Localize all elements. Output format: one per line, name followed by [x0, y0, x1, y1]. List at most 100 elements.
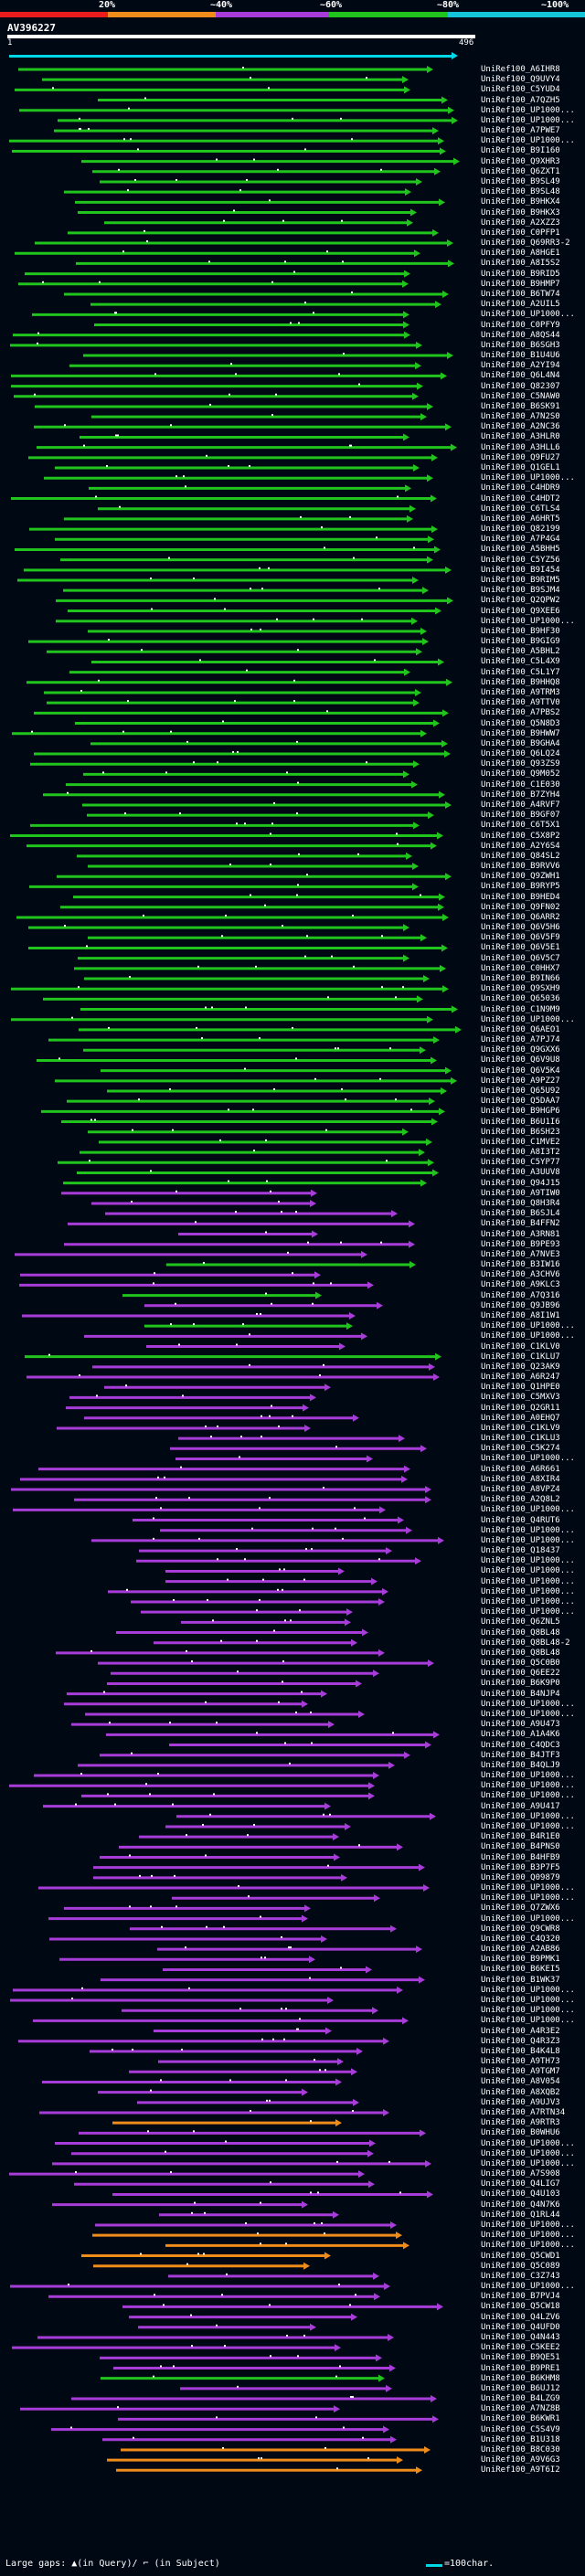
hit-label[interactable]: UniRef100_Q4LZV6: [481, 2312, 560, 2322]
hit-label[interactable]: UniRef100_C1N9M9: [481, 1004, 560, 1014]
hit-label[interactable]: UniRef100_B1U4U6: [481, 351, 560, 361]
hit-label[interactable]: UniRef100_B9GF07: [481, 811, 560, 821]
hit-label[interactable]: UniRef100_A6R247: [481, 1373, 560, 1383]
hit-label[interactable]: UniRef100_A7Q316: [481, 1290, 560, 1300]
hit-label[interactable]: UniRef100_A9TRM3: [481, 687, 560, 697]
hit-label[interactable]: UniRef100_C6T5X1: [481, 821, 560, 831]
hit-label[interactable]: UniRef100_UP1000...: [481, 1576, 575, 1586]
hit-label[interactable]: UniRef100_B9HF30: [481, 626, 560, 636]
hit-label[interactable]: UniRef100_C5NAW0: [481, 391, 560, 401]
hit-label[interactable]: UniRef100_B9HGP6: [481, 1107, 560, 1117]
hit-label[interactable]: UniRef100_A7PJ74: [481, 1035, 560, 1045]
hit-label[interactable]: UniRef100_Q9GXX6: [481, 1045, 560, 1055]
hit-label[interactable]: UniRef100_B9HKX3: [481, 207, 560, 217]
hit-label[interactable]: UniRef100_B6KHM8: [481, 2373, 560, 2383]
hit-label[interactable]: UniRef100_UP1000...: [481, 1811, 575, 1821]
hit-label[interactable]: UniRef100_B9I160: [481, 146, 560, 156]
hit-label[interactable]: UniRef100_UP1000...: [481, 2016, 575, 2026]
hit-label[interactable]: UniRef100_UP1000...: [481, 1985, 575, 1995]
hit-label[interactable]: UniRef100_C5YZ56: [481, 555, 560, 565]
hit-label[interactable]: UniRef100_B6SH23: [481, 1127, 560, 1137]
hit-label[interactable]: UniRef100_A7P4G4: [481, 535, 560, 545]
hit-label[interactable]: UniRef100_B9RIM5: [481, 576, 560, 585]
hit-label[interactable]: UniRef100_A9U417: [481, 1801, 560, 1811]
hit-label[interactable]: UniRef100_B0WHU6: [481, 2128, 560, 2138]
hit-label[interactable]: UniRef100_C1KLU3: [481, 1434, 560, 1444]
hit-label[interactable]: UniRef100_Q8BL48-2: [481, 1638, 570, 1648]
hit-label[interactable]: UniRef100_Q4RUT6: [481, 1515, 560, 1525]
hit-label[interactable]: UniRef100_C1KLU7: [481, 1352, 560, 1362]
hit-label[interactable]: UniRef100_UP1000...: [481, 1771, 575, 1781]
hit-label[interactable]: UniRef100_C4QDC3: [481, 1740, 560, 1750]
hit-label[interactable]: UniRef100_A9T6I2: [481, 2465, 560, 2475]
hit-label[interactable]: UniRef100_A7PWE7: [481, 126, 560, 136]
hit-label[interactable]: UniRef100_Q4N7K6: [481, 2200, 560, 2210]
hit-label[interactable]: UniRef100_UP1000...: [481, 616, 575, 626]
hit-label[interactable]: UniRef100_C3Z743: [481, 2271, 560, 2281]
hit-label[interactable]: UniRef100_A7N2S0: [481, 412, 560, 422]
hit-label[interactable]: UniRef100_B9RID5: [481, 269, 560, 279]
hit-label[interactable]: UniRef100_UP1000...: [481, 2148, 575, 2158]
hit-label[interactable]: UniRef100_UP1000...: [481, 1821, 575, 1831]
hit-label[interactable]: UniRef100_UP1000...: [481, 1781, 575, 1791]
hit-label[interactable]: UniRef100_Q5N8D3: [481, 718, 560, 728]
hit-label[interactable]: UniRef100_UP1000...: [481, 1331, 575, 1341]
hit-label[interactable]: UniRef100_Q2QPW2: [481, 596, 560, 606]
hit-label[interactable]: UniRef100_UP1000...: [481, 1709, 575, 1719]
hit-label[interactable]: UniRef100_C1KLV9: [481, 1423, 560, 1433]
hit-label[interactable]: UniRef100_UP1000...: [481, 2241, 575, 2251]
hit-label[interactable]: UniRef100_C5X8P2: [481, 831, 560, 841]
hit-label[interactable]: UniRef100_Q6ARR2: [481, 912, 560, 922]
hit-label[interactable]: UniRef100_B9RVV6: [481, 862, 560, 872]
hit-label[interactable]: UniRef100_B9SL49: [481, 176, 560, 186]
hit-label[interactable]: UniRef100_Q9M052: [481, 769, 560, 779]
hit-label[interactable]: UniRef100_A8XIR4: [481, 1474, 560, 1484]
hit-label[interactable]: UniRef100_Q9FN02: [481, 902, 560, 912]
hit-label[interactable]: UniRef100_B9HHQ8: [481, 677, 560, 687]
hit-label[interactable]: UniRef100_A8I1W1: [481, 1310, 560, 1320]
hit-label[interactable]: UniRef100_B4FFN2: [481, 1219, 560, 1229]
hit-label[interactable]: UniRef100_B6K9P0: [481, 1679, 560, 1689]
hit-label[interactable]: UniRef100_UP1000...: [481, 1505, 575, 1515]
hit-label[interactable]: UniRef100_UP1000...: [481, 473, 575, 483]
hit-label[interactable]: UniRef100_A3HLR0: [481, 432, 560, 442]
hit-label[interactable]: UniRef100_B3P7F5: [481, 1862, 560, 1872]
hit-label[interactable]: UniRef100_B6KEI5: [481, 1965, 560, 1975]
hit-label[interactable]: UniRef100_B3IW16: [481, 1260, 560, 1270]
hit-label[interactable]: UniRef100_Q5C089: [481, 2261, 560, 2271]
hit-label[interactable]: UniRef100_A9TH73: [481, 2057, 560, 2067]
hit-label[interactable]: UniRef100_Q23AK9: [481, 1362, 560, 1372]
hit-label[interactable]: UniRef100_B4R1E0: [481, 1832, 560, 1842]
hit-label[interactable]: UniRef100_UP1000...: [481, 1996, 575, 2006]
hit-label[interactable]: UniRef100_Q6AEO1: [481, 1024, 560, 1034]
hit-label[interactable]: UniRef100_Q65U92: [481, 1087, 560, 1096]
hit-label[interactable]: UniRef100_UP1000...: [481, 1014, 575, 1024]
hit-label[interactable]: UniRef100_B4PNS0: [481, 1842, 560, 1852]
hit-label[interactable]: UniRef100_A2YI94: [481, 361, 560, 371]
hit-label[interactable]: UniRef100_A8V054: [481, 2077, 560, 2087]
hit-label[interactable]: UniRef100_C5YP77: [481, 1158, 560, 1168]
hit-label[interactable]: UniRef100_Q6V5E1: [481, 943, 560, 953]
hit-label[interactable]: UniRef100_A9KLC3: [481, 1280, 560, 1290]
hit-label[interactable]: UniRef100_B4QLJ9: [481, 1760, 560, 1770]
hit-label[interactable]: UniRef100_UP1000...: [481, 1321, 575, 1331]
hit-label[interactable]: UniRef100_Q2GR11: [481, 1403, 560, 1413]
hit-label[interactable]: UniRef100_Q6V9U8: [481, 1055, 560, 1065]
hit-label[interactable]: UniRef100_Q6LQ24: [481, 749, 560, 759]
hit-label[interactable]: UniRef100_UP1000...: [481, 2158, 575, 2168]
hit-label[interactable]: UniRef100_A7S908: [481, 2169, 560, 2179]
hit-label[interactable]: UniRef100_UP1000...: [481, 1597, 575, 1606]
hit-label[interactable]: UniRef100_C5S4V9: [481, 2424, 560, 2434]
hit-label[interactable]: UniRef100_A4R3E2: [481, 2026, 560, 2036]
hit-label[interactable]: UniRef100_UP1000...: [481, 115, 575, 125]
hit-label[interactable]: UniRef100_Q6V5C7: [481, 953, 560, 963]
hit-label[interactable]: UniRef100_B4NJP4: [481, 1689, 560, 1699]
hit-label[interactable]: UniRef100_UP1000...: [481, 136, 575, 146]
hit-label[interactable]: UniRef100_B4LZG9: [481, 2394, 560, 2404]
hit-label[interactable]: UniRef100_B9I454: [481, 565, 560, 575]
hit-label[interactable]: UniRef100_B7ZYH4: [481, 790, 560, 800]
hit-label[interactable]: UniRef100_Q5DAA7: [481, 1097, 560, 1107]
hit-label[interactable]: UniRef100_C1E030: [481, 779, 560, 790]
hit-label[interactable]: UniRef100_Q6V5K4: [481, 1065, 560, 1076]
hit-label[interactable]: UniRef100_C4HDR9: [481, 483, 560, 493]
